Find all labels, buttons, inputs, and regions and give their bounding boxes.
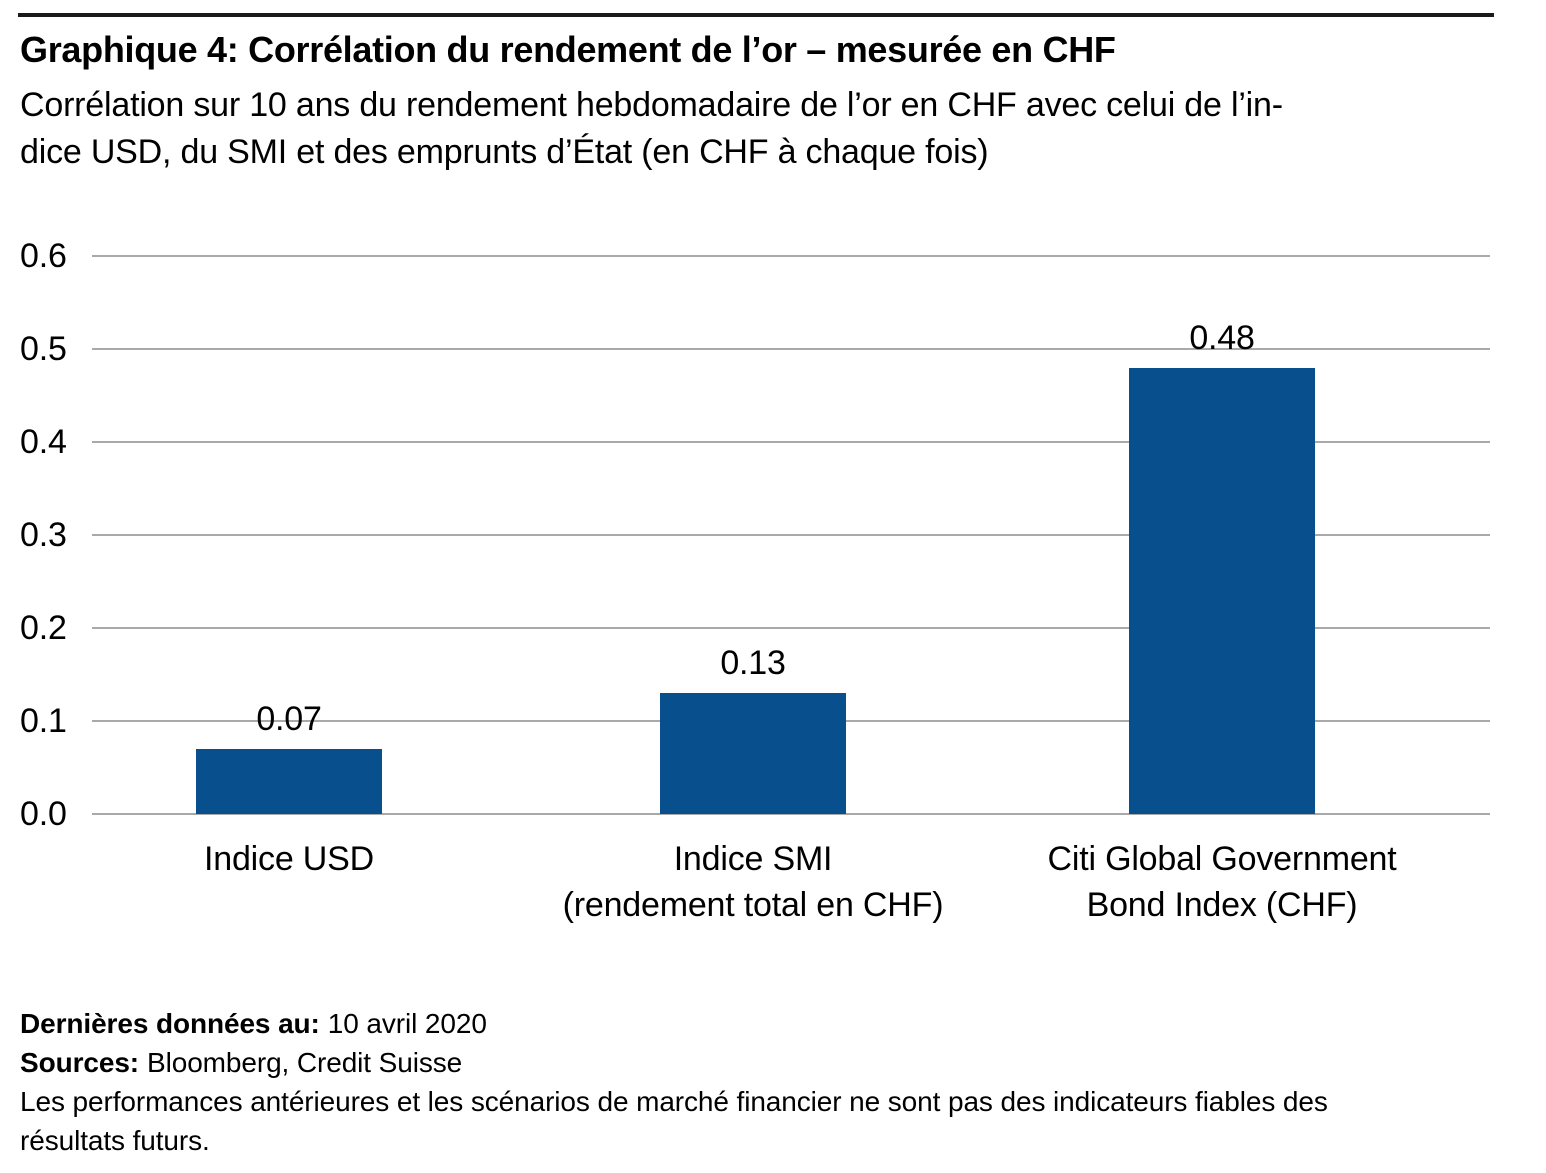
footer-sources: Sources: Bloomberg, Credit Suisse — [20, 1043, 1530, 1082]
top-divider-rule — [18, 13, 1494, 17]
chart-footer: Dernières données au: 10 avril 2020 Sourc… — [20, 1004, 1530, 1160]
y-axis-tick-label-0.2: 0.2 — [20, 609, 67, 647]
category-label-indice-smi-line-2: (rendement total en CHF) — [562, 886, 944, 924]
sources-label: Sources: — [20, 1047, 140, 1078]
bar-citi-global-government — [1129, 368, 1315, 814]
category-label-indice-smi-line-1: Indice SMI — [673, 840, 833, 878]
category-label-citi-global-government-line-1: Citi Global Government — [1047, 840, 1397, 878]
category-label-indice-usd-line-1: Indice USD — [204, 840, 374, 878]
bar-indice-usd — [196, 749, 382, 814]
gridline-0.2 — [92, 627, 1490, 629]
sources-value: Bloomberg, Credit Suisse — [147, 1047, 463, 1078]
y-axis-tick-label-0.6: 0.6 — [20, 237, 67, 275]
last-data-value: 10 avril 2020 — [327, 1008, 487, 1039]
category-label-indice-usd: Indice USD — [39, 836, 539, 882]
bar-indice-smi — [660, 693, 846, 814]
gridline-0.6 — [92, 255, 1490, 257]
gridline-0.4 — [92, 441, 1490, 443]
category-label-citi-global-government: Citi Global Government Bond Index (CHF) — [972, 836, 1472, 928]
chart-subtitle-line-1: Corrélation sur 10 ans du rendement hebd… — [20, 86, 1283, 124]
chart-title: Graphique 4: Corrélation du rendement de… — [20, 29, 1116, 70]
chart-subtitle: Corrélation sur 10 ans du rendement hebd… — [20, 82, 1526, 176]
category-label-indice-smi: Indice SMI (rendement total en CHF) — [503, 836, 1003, 928]
gridline-0.5 — [92, 348, 1490, 350]
last-data-label: Dernières données au: — [20, 1008, 320, 1039]
footer-disclaimer-line-1: Les performances antérieures et les scén… — [20, 1086, 1328, 1117]
y-axis-tick-label-0.3: 0.3 — [20, 516, 67, 554]
footer-last-data: Dernières données au: 10 avril 2020 — [20, 1004, 1530, 1043]
footer-disclaimer-line-2: résultats futurs. — [20, 1125, 210, 1156]
gridline-0.0 — [92, 813, 1490, 815]
y-axis-tick-label-0.0: 0.0 — [20, 795, 67, 833]
bar-value-label-citi-global-government: 0.48 — [1189, 319, 1255, 357]
bar-value-label-indice-usd: 0.07 — [256, 700, 322, 738]
chart-subtitle-line-2: dice USD, du SMI et des emprunts d’État … — [20, 133, 989, 171]
y-axis-tick-label-0.4: 0.4 — [20, 423, 67, 461]
gridline-0.3 — [92, 534, 1490, 536]
bar-value-label-indice-smi: 0.13 — [720, 644, 786, 682]
category-label-citi-global-government-line-2: Bond Index (CHF) — [1086, 886, 1358, 924]
y-axis-tick-label-0.5: 0.5 — [20, 330, 67, 368]
y-axis-tick-label-0.1: 0.1 — [20, 702, 67, 740]
